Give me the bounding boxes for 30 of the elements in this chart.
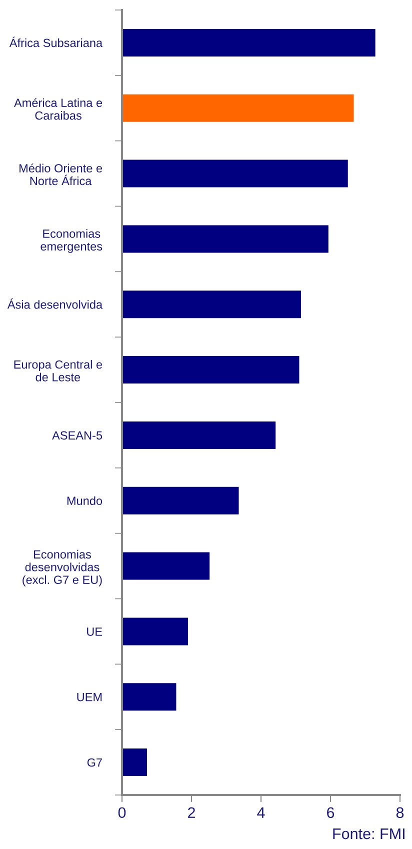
y-tick-label: UEM [77,693,102,702]
y-tick-label: Europa Central e de Leste [14,360,102,382]
x-tick-label: 0 [118,807,126,818]
bar [122,28,376,56]
x-tick-label: 4 [257,807,265,818]
source-note: Fonte: FMI [333,828,404,840]
bar [122,225,328,253]
bar [122,748,148,776]
y-tick-label: Médio Oriente e Norte África [20,164,102,186]
y-tick-label: Economias emergentes [40,229,102,253]
bar [122,486,239,514]
x-tick-label: 6 [327,807,334,818]
y-tick-label: África Subsariana [9,36,103,48]
y-tick-label: Ásia desenvolvida [7,298,103,309]
bar [122,552,210,580]
bar [122,94,354,122]
bar [122,421,276,449]
y-tick-label: América Latina e Caraibas [14,98,102,120]
bar [122,618,188,646]
x-tick-label: 8 [396,807,404,818]
x-tick-label: 2 [188,807,195,818]
bar [122,683,176,711]
y-tick-label: G7 [87,758,102,767]
y-tick-label: Mundo [67,496,102,506]
y-tick-label: ASEAN-5 [52,431,102,440]
bar [122,290,301,318]
bar [122,356,300,384]
y-tick-label: UE [87,628,102,636]
bar [122,160,348,188]
y-tick-label: Economias desenvolvidas (excl. G7 e EU) [22,550,102,586]
